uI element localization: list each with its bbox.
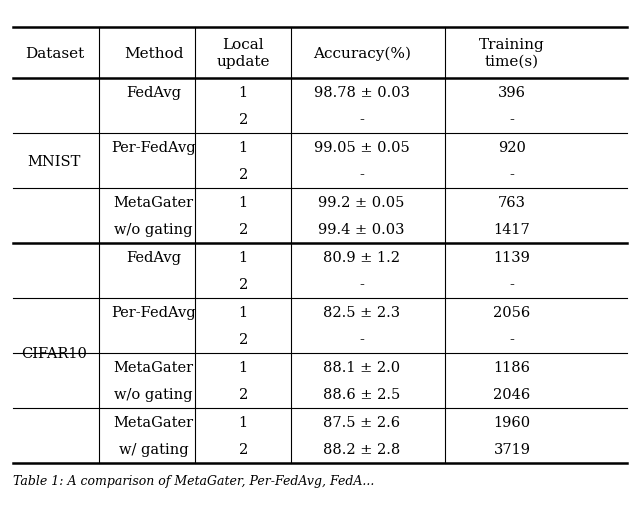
- Text: 2056: 2056: [493, 305, 531, 319]
- Text: 1: 1: [239, 195, 248, 209]
- Text: FedAvg: FedAvg: [126, 250, 181, 264]
- Text: 88.1 ± 2.0: 88.1 ± 2.0: [323, 360, 400, 374]
- Text: 2: 2: [239, 387, 248, 402]
- Text: 1: 1: [239, 305, 248, 319]
- Text: MNIST: MNIST: [28, 154, 81, 168]
- Text: 2: 2: [239, 333, 248, 347]
- Text: 1: 1: [239, 86, 248, 100]
- Text: 763: 763: [498, 195, 526, 209]
- Text: 80.9 ± 1.2: 80.9 ± 1.2: [323, 250, 400, 264]
- Text: Accuracy(%): Accuracy(%): [312, 46, 411, 61]
- Text: 2046: 2046: [493, 387, 531, 402]
- Text: 98.78 ± 0.03: 98.78 ± 0.03: [314, 86, 410, 100]
- Text: -: -: [509, 168, 515, 182]
- Text: -: -: [359, 333, 364, 347]
- Text: Dataset: Dataset: [25, 46, 84, 61]
- Text: -: -: [359, 168, 364, 182]
- Text: 396: 396: [498, 86, 526, 100]
- Text: w/o gating: w/o gating: [115, 387, 193, 402]
- Text: -: -: [509, 333, 515, 347]
- Text: Per-FedAvg: Per-FedAvg: [111, 140, 196, 155]
- Text: Per-FedAvg: Per-FedAvg: [111, 305, 196, 319]
- Text: -: -: [359, 278, 364, 292]
- Text: MetaGater: MetaGater: [113, 415, 194, 429]
- Text: 88.6 ± 2.5: 88.6 ± 2.5: [323, 387, 400, 402]
- Text: 1: 1: [239, 140, 248, 155]
- Text: -: -: [509, 278, 515, 292]
- Text: 3719: 3719: [493, 442, 531, 457]
- Text: Local
update: Local update: [216, 38, 270, 69]
- Text: -: -: [509, 113, 515, 127]
- Text: 2: 2: [239, 442, 248, 457]
- Text: w/o gating: w/o gating: [115, 223, 193, 237]
- Text: Method: Method: [124, 46, 183, 61]
- Text: 1417: 1417: [493, 223, 531, 237]
- Text: FedAvg: FedAvg: [126, 86, 181, 100]
- Text: -: -: [359, 113, 364, 127]
- Text: 99.4 ± 0.03: 99.4 ± 0.03: [318, 223, 405, 237]
- Text: 1960: 1960: [493, 415, 531, 429]
- Text: 1139: 1139: [493, 250, 531, 264]
- Text: 2: 2: [239, 168, 248, 182]
- Text: 1: 1: [239, 415, 248, 429]
- Text: CIFAR10: CIFAR10: [22, 347, 87, 360]
- Text: 88.2 ± 2.8: 88.2 ± 2.8: [323, 442, 400, 457]
- Text: w/ gating: w/ gating: [119, 442, 188, 457]
- Text: Table 1: A comparison of MetaGater, Per-FedAvg, FedA...: Table 1: A comparison of MetaGater, Per-…: [13, 474, 374, 488]
- Text: Training
time(s): Training time(s): [479, 38, 545, 69]
- Text: 2: 2: [239, 223, 248, 237]
- Text: MetaGater: MetaGater: [113, 360, 194, 374]
- Text: 1: 1: [239, 360, 248, 374]
- Text: MetaGater: MetaGater: [113, 195, 194, 209]
- Text: 2: 2: [239, 278, 248, 292]
- Text: 99.05 ± 0.05: 99.05 ± 0.05: [314, 140, 410, 155]
- Text: 920: 920: [498, 140, 526, 155]
- Text: 87.5 ± 2.6: 87.5 ± 2.6: [323, 415, 400, 429]
- Text: 1186: 1186: [493, 360, 531, 374]
- Text: 2: 2: [239, 113, 248, 127]
- Text: 82.5 ± 2.3: 82.5 ± 2.3: [323, 305, 400, 319]
- Text: 99.2 ± 0.05: 99.2 ± 0.05: [319, 195, 404, 209]
- Text: 1: 1: [239, 250, 248, 264]
